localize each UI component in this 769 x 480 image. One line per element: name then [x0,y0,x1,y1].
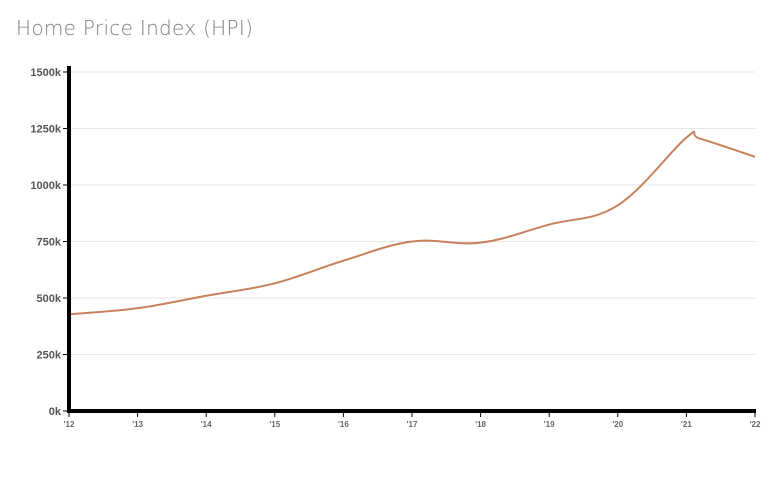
y-tick-label: 1000k [30,180,61,192]
x-tick-label: '22 [750,420,761,429]
chart-title: Home Price Index (HPI) [16,16,254,40]
y-tick-label: 250k [37,350,62,362]
x-tick-label: '21 [681,420,692,429]
x-tick-label: '14 [201,420,212,429]
y-tick-label: 0k [49,406,62,418]
y-tick-label: 750k [37,237,62,249]
y-tick-label: 500k [37,293,62,305]
series-line [68,130,756,316]
x-tick-label: '20 [612,420,623,429]
x-tick-label: '19 [544,420,555,429]
x-tick-label: '15 [269,420,280,429]
y-axis-ticks: 0k 250k 500k 750k 1000k 1250k 1500k [30,67,69,418]
y-tick-label: 1500k [30,67,61,79]
x-axis-ticks: '12 '13 '14 '15 '16 '17 '18 '19 '20 '21 '22 [64,411,761,429]
x-tick-label: '13 [132,420,143,429]
x-tick-label: '12 [64,420,75,429]
x-tick-label: '16 [338,420,349,429]
x-tick-label: '18 [475,420,486,429]
x-tick-label: '17 [407,420,418,429]
y-tick-label: 1250k [30,124,61,136]
